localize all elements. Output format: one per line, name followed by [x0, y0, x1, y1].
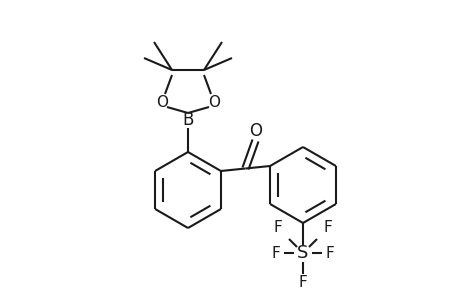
Text: B: B: [182, 111, 193, 129]
Text: O: O: [207, 94, 219, 110]
Text: F: F: [271, 245, 280, 260]
Text: O: O: [156, 94, 168, 110]
Text: F: F: [325, 245, 334, 260]
Text: F: F: [323, 220, 332, 236]
Text: S: S: [297, 244, 308, 262]
Text: O: O: [248, 122, 262, 140]
Text: F: F: [298, 275, 307, 290]
Text: F: F: [273, 220, 282, 236]
